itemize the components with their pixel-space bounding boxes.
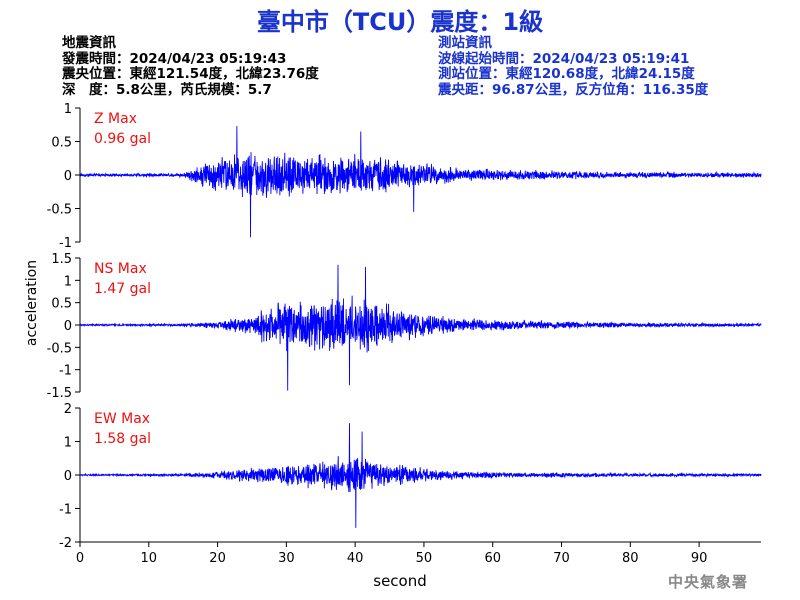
- max-title-ns: NS Max: [94, 261, 147, 277]
- station-info-heading: 測站資訊: [438, 35, 492, 51]
- y-tick-label-ns: 1.5: [51, 252, 72, 267]
- y-axis-label: acceleration: [24, 260, 40, 346]
- quake-info-heading: 地震資訊: [62, 35, 116, 51]
- y-tick-label-ew: 1: [64, 436, 72, 451]
- x-tick-label: 50: [416, 551, 433, 566]
- agency-label: 中央氣象署: [667, 573, 748, 591]
- y-tick-label-ns: -1: [59, 364, 72, 379]
- y-tick-label-ns: 0.5: [51, 297, 72, 312]
- max-title-ew: EW Max: [94, 411, 150, 427]
- max-value-ew: 1.58 gal: [94, 431, 151, 447]
- x-axis-label: second: [373, 572, 427, 590]
- quake-depth-magnitude: 深 度：5.8公里，芮氏規模：5.7: [62, 81, 272, 98]
- max-value-ns: 1.47 gal: [94, 281, 151, 297]
- x-tick-label: 0: [76, 551, 84, 566]
- max-title-z: Z Max: [94, 111, 137, 127]
- quake-location: 震央位置：東經121.54度，北緯23.76度: [62, 66, 319, 82]
- x-tick-label: 40: [347, 551, 364, 566]
- epicentral-distance: 震央距：96.87公里，反方位角：116.35度: [438, 81, 709, 98]
- y-tick-label-ns: -1.5: [47, 386, 72, 401]
- quake-time: 發震時間：2024/04/23 05:19:43: [62, 50, 287, 67]
- y-tick-label-z: 0: [64, 169, 72, 184]
- x-tick-label: 80: [622, 551, 639, 566]
- waveform-trace-ns: [79, 264, 762, 391]
- station-info-block: 測站資訊 波線起始時間：2024/04/23 05:19:41 測站位置：東經1…: [438, 35, 709, 98]
- y-tick-label-ew: -1: [59, 503, 72, 518]
- y-tick-label-ew: -2: [59, 536, 72, 551]
- x-tick-label: 70: [553, 551, 570, 566]
- waveform-trace-z: [79, 126, 762, 238]
- x-tick-label: 60: [484, 551, 501, 566]
- x-tick-label: 20: [209, 551, 226, 566]
- quake-info-block: 地震資訊 發震時間：2024/04/23 05:19:43 震央位置：東經121…: [62, 35, 319, 98]
- x-tick-label: 10: [141, 551, 158, 566]
- waveform-start-time: 波線起始時間：2024/04/23 05:19:41: [438, 50, 690, 67]
- y-tick-label-z: 0.5: [51, 136, 72, 151]
- y-tick-label-ew: 0: [64, 469, 72, 484]
- station-location: 測站位置：東經120.68度，北緯24.15度: [438, 66, 695, 82]
- x-tick-label: 30: [278, 551, 295, 566]
- y-tick-label-z: -1: [59, 236, 72, 251]
- max-value-z: 0.96 gal: [94, 131, 151, 147]
- y-tick-label-ns: -0.5: [47, 341, 72, 356]
- waveform-trace-ew: [79, 423, 762, 528]
- y-tick-label-z: -0.5: [47, 203, 72, 218]
- y-tick-label-ns: 0: [64, 319, 72, 334]
- y-tick-label-z: 1: [64, 102, 72, 117]
- x-tick-label: 90: [691, 551, 708, 566]
- y-tick-label-ew: 2: [64, 402, 72, 417]
- y-tick-label-ns: 1: [64, 274, 72, 289]
- page-title: 臺中市（TCU）震度：1級: [256, 8, 544, 36]
